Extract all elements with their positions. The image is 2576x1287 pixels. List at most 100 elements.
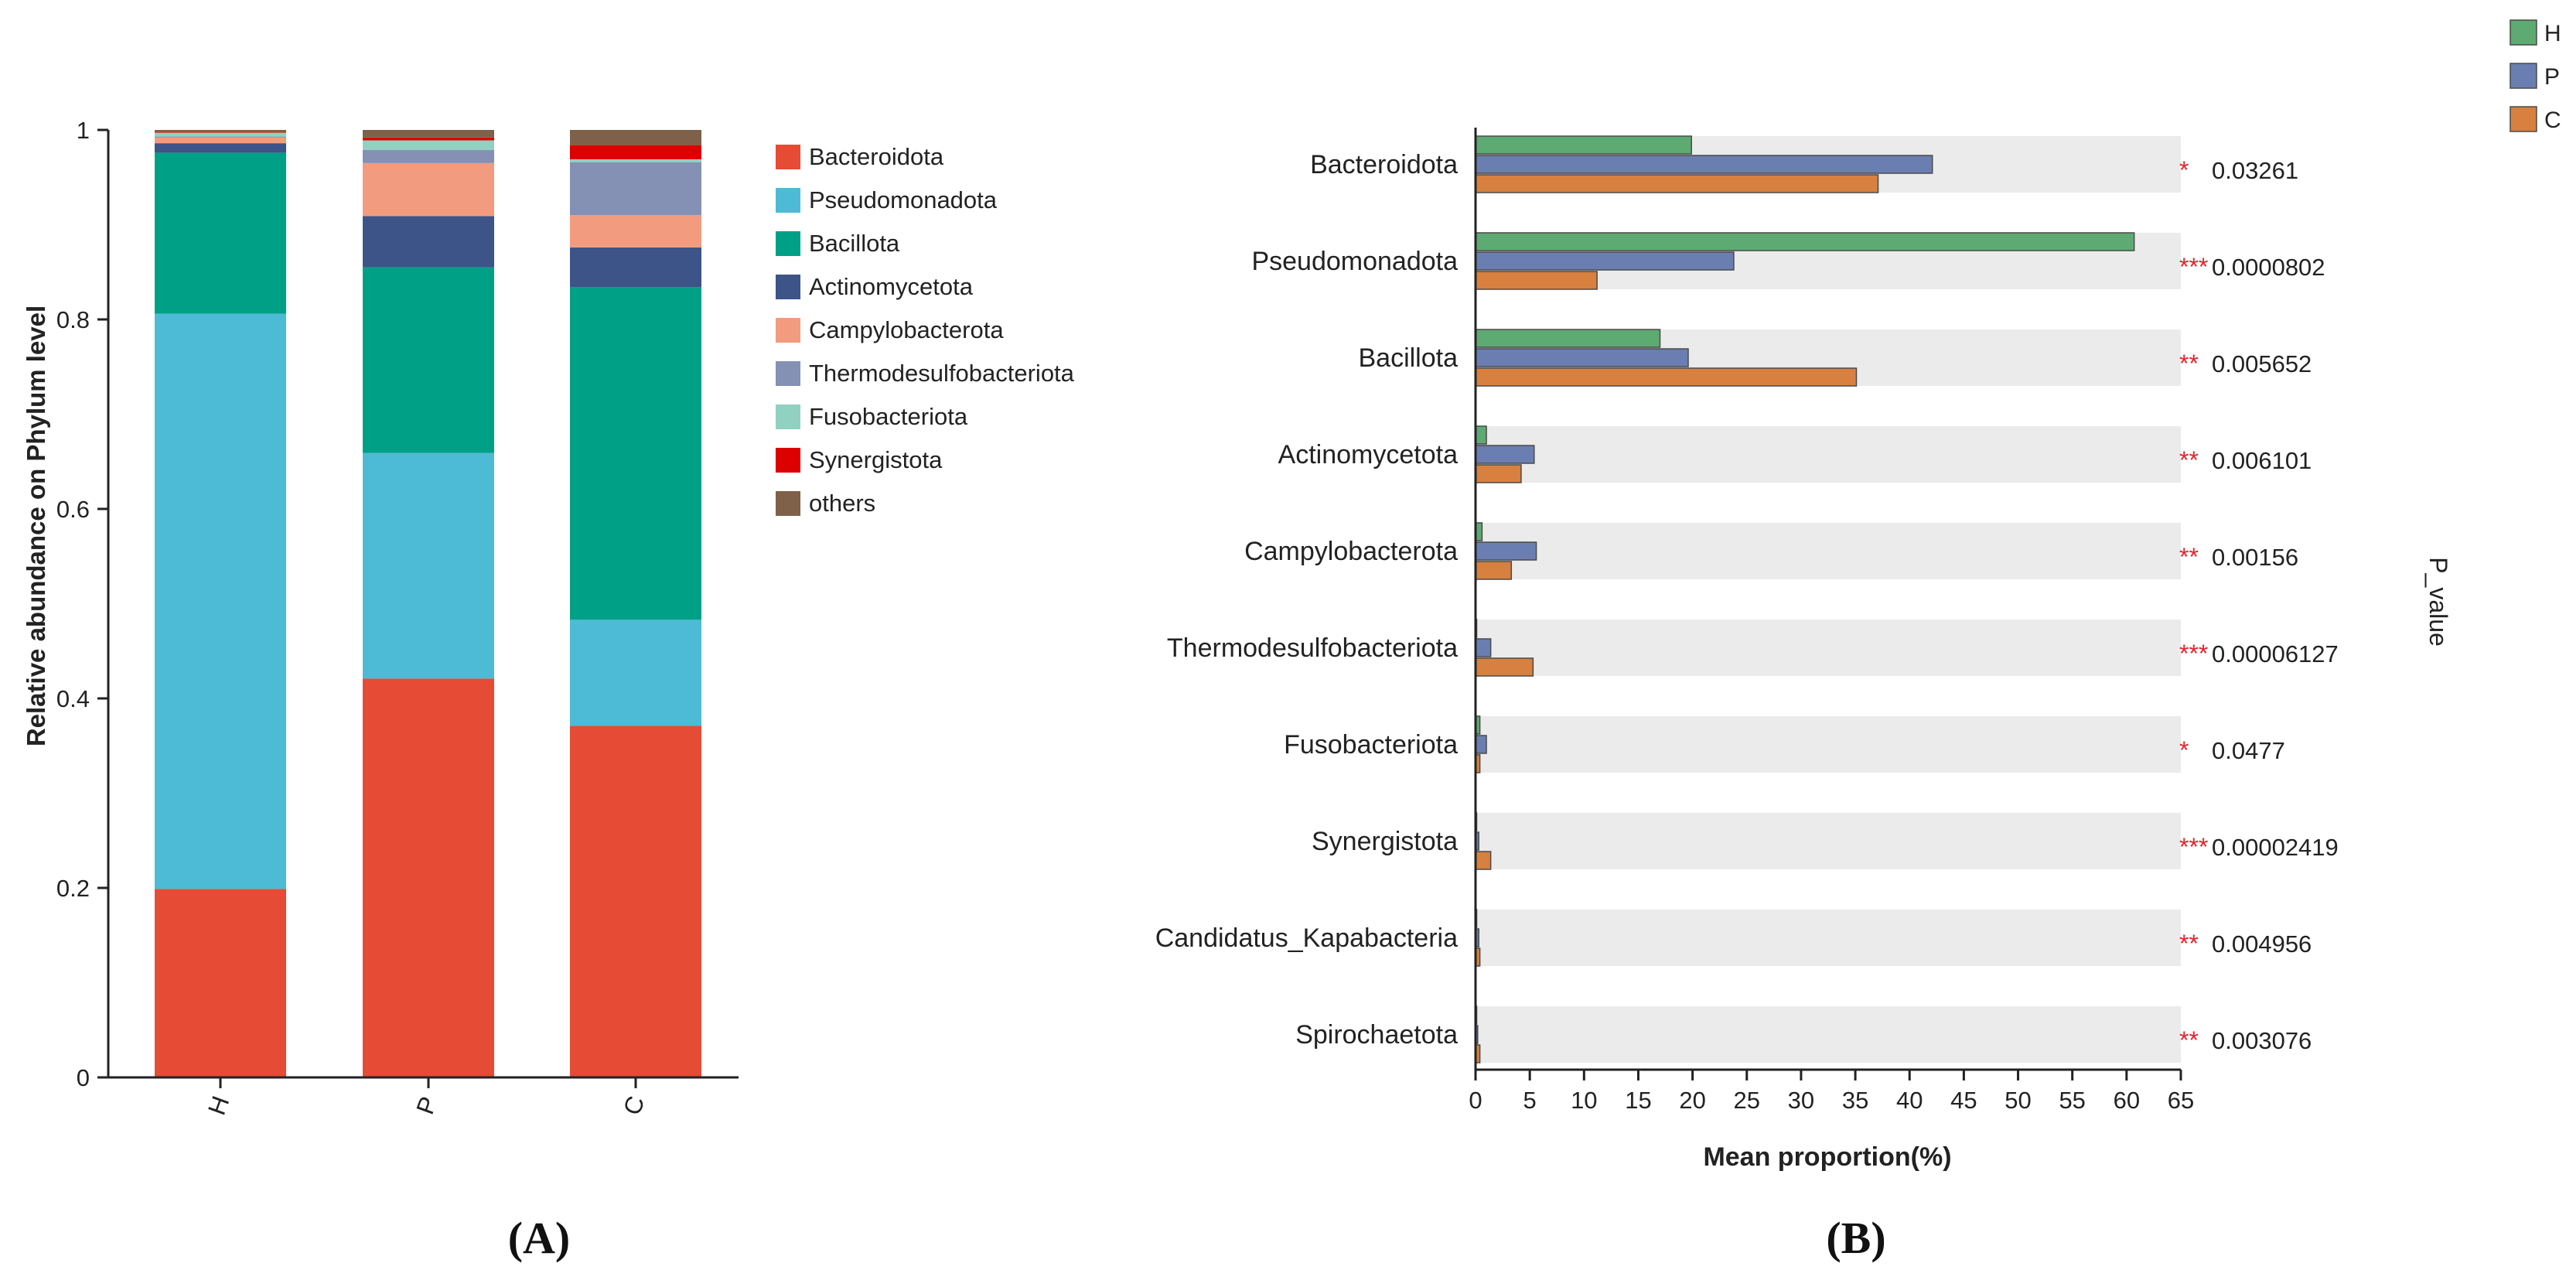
bar-campylobacterota-p (1475, 541, 1537, 561)
bar-bacteroidota-h (1475, 135, 1692, 155)
category-label-spirochaetota: Spirochaetota (1295, 1020, 1458, 1050)
stack-segment-h-campylobacterota (155, 137, 286, 144)
y-tick-label: 1 (77, 117, 90, 144)
x-tick-label-p: P (411, 1093, 442, 1118)
bar-bacillota-p (1475, 348, 1689, 367)
y-tick-label: 0.4 (56, 685, 90, 712)
significance-stars: * (2179, 156, 2189, 184)
p-value-campylobacterota: 0.00156 (2212, 544, 2298, 571)
x-tick-label: 25 (1734, 1087, 1760, 1114)
y-tick-label: 0.2 (56, 875, 90, 902)
legend-label-others: others (809, 490, 875, 517)
stack-segment-p-synergistota (363, 137, 494, 141)
stack-segment-c-campylobacterota (570, 215, 701, 248)
chart-b-legend: HPC (2509, 19, 2561, 133)
legend-swatch-synergistota (776, 448, 800, 473)
x-tick-label: 0 (1469, 1087, 1482, 1114)
legend-label-actinomycetota: Actinomycetota (809, 273, 974, 300)
p-value-bacteroidota: 0.03261 (2212, 157, 2298, 184)
y-tick-label: 0.6 (56, 496, 90, 523)
x-tick-label: 60 (2114, 1087, 2140, 1114)
legend-label-synergistota: Synergistota (809, 446, 943, 473)
chart-a-y-axis-label: Relative abundance on Phylum level (22, 306, 50, 746)
y-tick-label: 0 (77, 1064, 90, 1091)
chart-a-axes (107, 130, 739, 1079)
stack-segment-h-others (155, 130, 286, 133)
legend-label-bacteroidota: Bacteroidota (809, 143, 944, 170)
legend-swatch-pseudomonadota (776, 188, 800, 213)
stack-segment-c-pseudomonadota (570, 620, 701, 726)
row-background-candidatus-kapabacteria (1476, 910, 2181, 966)
stack-segment-p-pseudomonadota (363, 452, 494, 679)
stack-segment-h-thermodesulfobacteriota (155, 136, 286, 138)
p-value-actinomycetota: 0.006101 (2212, 447, 2312, 474)
category-label-fusobacteriota: Fusobacteriota (1284, 730, 1458, 760)
legend-label-fusobacteriota: Fusobacteriota (809, 403, 968, 430)
stack-segment-h-bacteroidota (155, 889, 286, 1077)
bar-pseudomonadota-p (1475, 251, 1735, 271)
chart-b-x-axis-label: Mean proportion(%) (1703, 1142, 1951, 1172)
significance-stars: *** (2179, 833, 2208, 861)
p-value-synergistota: 0.00002419 (2212, 834, 2339, 861)
chart-b-pvalue-label: P_value (2424, 557, 2452, 647)
row-background-spirochaetota (1476, 1006, 2181, 1063)
significance-stars: ** (2179, 446, 2199, 474)
bar-pseudomonadota-c (1475, 271, 1598, 290)
x-tick-label: 50 (2005, 1087, 2031, 1114)
bar-bacteroidota-p (1475, 155, 1933, 174)
stack-segment-c-fusobacteriota (570, 159, 701, 162)
x-tick-label: 30 (1788, 1087, 1814, 1114)
category-label-bacteroidota: Bacteroidota (1310, 150, 1458, 179)
x-tick-label: 65 (2168, 1087, 2194, 1114)
x-tick-label: 35 (1842, 1087, 1868, 1114)
x-tick-label: 40 (1896, 1087, 1923, 1114)
p-value-bacillota: 0.005652 (2212, 350, 2312, 377)
row-background-fusobacteriota (1476, 716, 2181, 773)
bar-bacteroidota-c (1475, 174, 1879, 193)
bar-synergistota-c (1475, 851, 1492, 870)
chart-b-significance: * 0.03261*** 0.0000802** 0.005652** 0.006101… (2179, 156, 2339, 1054)
chart-a-stacked-bars (155, 130, 701, 1077)
stack-segment-c-synergistota (570, 145, 701, 159)
chart-a-legend: Bacteroidota Pseudomonadota Bacillota Actin… (776, 143, 1075, 517)
x-tick-label: 20 (1679, 1087, 1705, 1114)
legend-label-c: C (2544, 108, 2561, 133)
significance-stars: ** (2179, 1026, 2199, 1054)
bar-thermodesulfobacteriota-c (1475, 657, 1534, 677)
legend-label-campylobacterota: Campylobacterota (809, 316, 1004, 343)
legend-swatch-c (2509, 106, 2537, 132)
legend-swatch-bacillota (776, 231, 800, 256)
bar-actinomycetota-p (1475, 445, 1535, 464)
bar-campylobacterota-c (1475, 561, 1513, 580)
y-tick-label: 0.8 (56, 306, 90, 333)
category-label-thermodesulfobacteriota: Thermodesulfobacteriota (1167, 633, 1458, 663)
legend-swatch-bacteroidota (776, 145, 800, 169)
row-background-synergistota (1476, 813, 2181, 869)
panel-label-a: (A) (508, 1213, 571, 1263)
panel-label-b: (B) (1826, 1213, 1885, 1263)
stack-segment-h-actinomycetota (155, 143, 286, 153)
bar-actinomycetota-c (1475, 464, 1522, 483)
significance-stars: ** (2179, 543, 2199, 571)
bar-thermodesulfobacteriota-p (1475, 638, 1492, 657)
row-background-campylobacterota (1476, 523, 2181, 579)
x-tick-label: 5 (1523, 1087, 1537, 1114)
legend-swatch-actinomycetota (776, 275, 800, 299)
chart-b-category-labels: Bacteroidota Pseudomonadota Bacillota Actin… (1155, 150, 1458, 1050)
stack-segment-h-bacillota (155, 152, 286, 314)
legend-label-pseudomonadota: Pseudomonadota (809, 186, 998, 213)
category-label-pseudomonadota: Pseudomonadota (1251, 247, 1458, 276)
x-tick-label: 45 (1950, 1087, 1977, 1114)
stack-segment-p-bacteroidota (363, 678, 494, 1077)
bar-actinomycetota-h (1475, 425, 1487, 445)
legend-swatch-fusobacteriota (776, 405, 800, 429)
legend-label-p: P (2544, 64, 2560, 90)
legend-label-h: H (2544, 21, 2561, 46)
stack-segment-c-bacteroidota (570, 725, 701, 1077)
category-label-campylobacterota: Campylobacterota (1244, 537, 1458, 566)
row-background-actinomycetota (1476, 426, 2181, 483)
significance-stars: ** (2179, 350, 2199, 377)
chart-b-x-ticks: 0 5 10 15 20 25 30 35 40 45 50 55 60 65 (1469, 1070, 2194, 1114)
stack-segment-c-bacillota (570, 287, 701, 620)
x-tick-label: 15 (1625, 1087, 1651, 1114)
